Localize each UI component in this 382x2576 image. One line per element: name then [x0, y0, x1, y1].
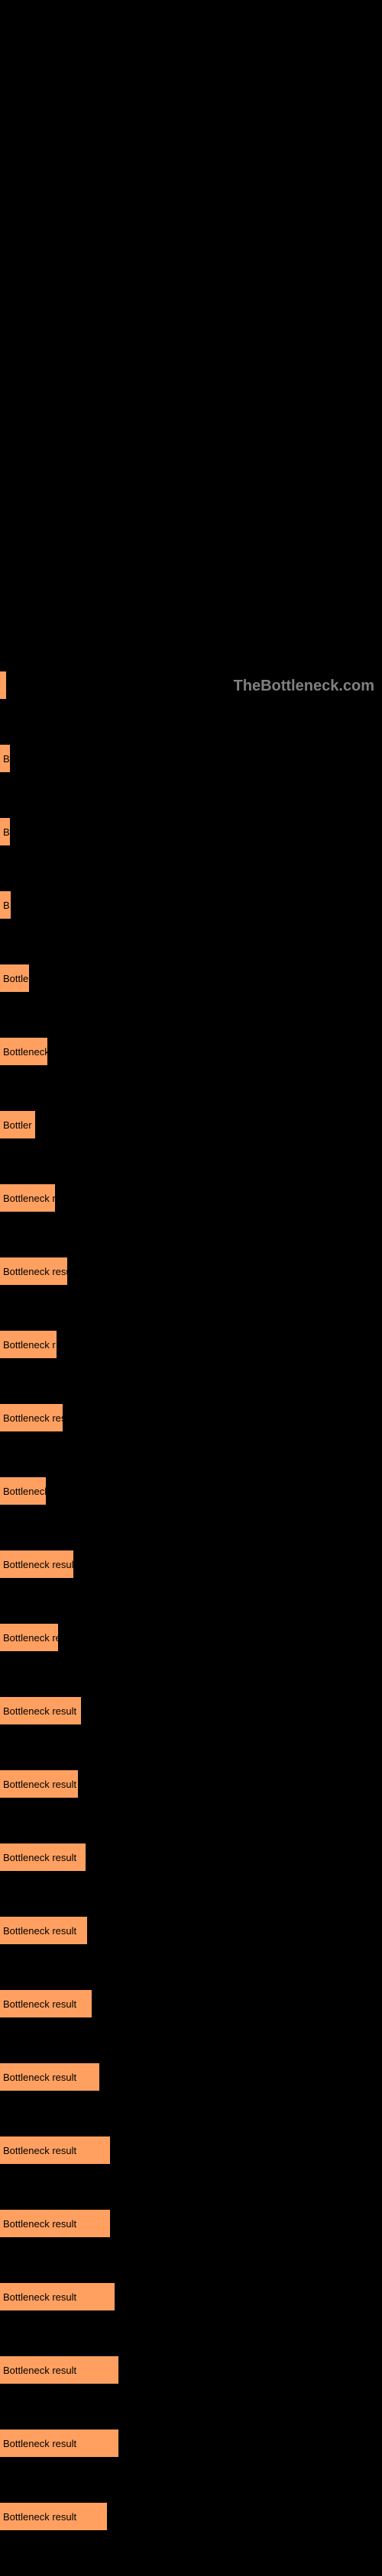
- chart-bar: Bottleneck result: [0, 2356, 118, 2384]
- bar-row: Bottleneck result: [0, 1770, 382, 1798]
- chart-bar: Bottleneck result: [0, 2283, 115, 2310]
- bar-row: Bottleneck re: [0, 1624, 382, 1651]
- bottleneck-chart: B B B Bottler Bottleneck Bottler Bottleneck r B…: [0, 671, 382, 2530]
- bar-row: Bottleneck resu: [0, 1257, 382, 1285]
- watermark-text: TheBottleneck.com: [234, 678, 374, 695]
- chart-bar: Bottleneck r: [0, 1184, 55, 1212]
- chart-bar: Bottleneck result: [0, 1990, 92, 2017]
- bar-row: Bottleneck result: [0, 1990, 382, 2017]
- chart-bar: Bottleneck result: [0, 1770, 78, 1798]
- bar-row: Bottleneck result: [0, 2063, 382, 2091]
- chart-bar: B: [0, 818, 10, 845]
- bar-row: Bottleneck r: [0, 1331, 382, 1358]
- chart-bar: Bottleneck result: [0, 2210, 110, 2237]
- chart-bar: Bottleneck: [0, 1477, 46, 1505]
- bar-row: B: [0, 818, 382, 845]
- chart-bar: B: [0, 745, 10, 772]
- bar-row: Bottleneck r: [0, 1184, 382, 1212]
- bar-row: Bottleneck result: [0, 1917, 382, 1944]
- bar-row: Bottleneck result: [0, 2356, 382, 2384]
- bar-row: B: [0, 745, 382, 772]
- chart-bar: Bottleneck result: [0, 2429, 118, 2457]
- chart-bar: [0, 671, 6, 699]
- bar-row: Bottleneck result: [0, 2503, 382, 2530]
- bar-row: Bottleneck result: [0, 1697, 382, 1724]
- bar-row: B: [0, 891, 382, 919]
- bar-row: Bottleneck: [0, 1038, 382, 1065]
- bar-row: Bottleneck result: [0, 1843, 382, 1871]
- chart-bar: Bottleneck result: [0, 1843, 86, 1871]
- chart-bar: Bottleneck resu: [0, 1257, 67, 1285]
- bar-row: Bottleneck result: [0, 2136, 382, 2164]
- chart-bar: Bottler: [0, 964, 29, 992]
- bar-row: Bottleneck res: [0, 1404, 382, 1431]
- bar-row: Bottler: [0, 964, 382, 992]
- chart-bar: Bottleneck r: [0, 1331, 57, 1358]
- bar-row: Bottleneck result: [0, 1550, 382, 1578]
- bar-row: Bottler: [0, 1111, 382, 1138]
- chart-bar: Bottler: [0, 1111, 35, 1138]
- bar-row: Bottleneck: [0, 1477, 382, 1505]
- chart-bar: Bottleneck re: [0, 1624, 58, 1651]
- chart-bar: Bottleneck result: [0, 2136, 110, 2164]
- chart-bar: Bottleneck result: [0, 1917, 87, 1944]
- chart-bar: Bottleneck result: [0, 2503, 107, 2530]
- chart-bar: Bottleneck result: [0, 1550, 73, 1578]
- bar-row: Bottleneck result: [0, 2283, 382, 2310]
- chart-bar: Bottleneck result: [0, 1697, 81, 1724]
- bar-row: Bottleneck result: [0, 2429, 382, 2457]
- chart-bar: Bottleneck res: [0, 1404, 63, 1431]
- bar-row: Bottleneck result: [0, 2210, 382, 2237]
- chart-bar: B: [0, 891, 11, 919]
- chart-bar: Bottleneck result: [0, 2063, 99, 2091]
- chart-bar: Bottleneck: [0, 1038, 47, 1065]
